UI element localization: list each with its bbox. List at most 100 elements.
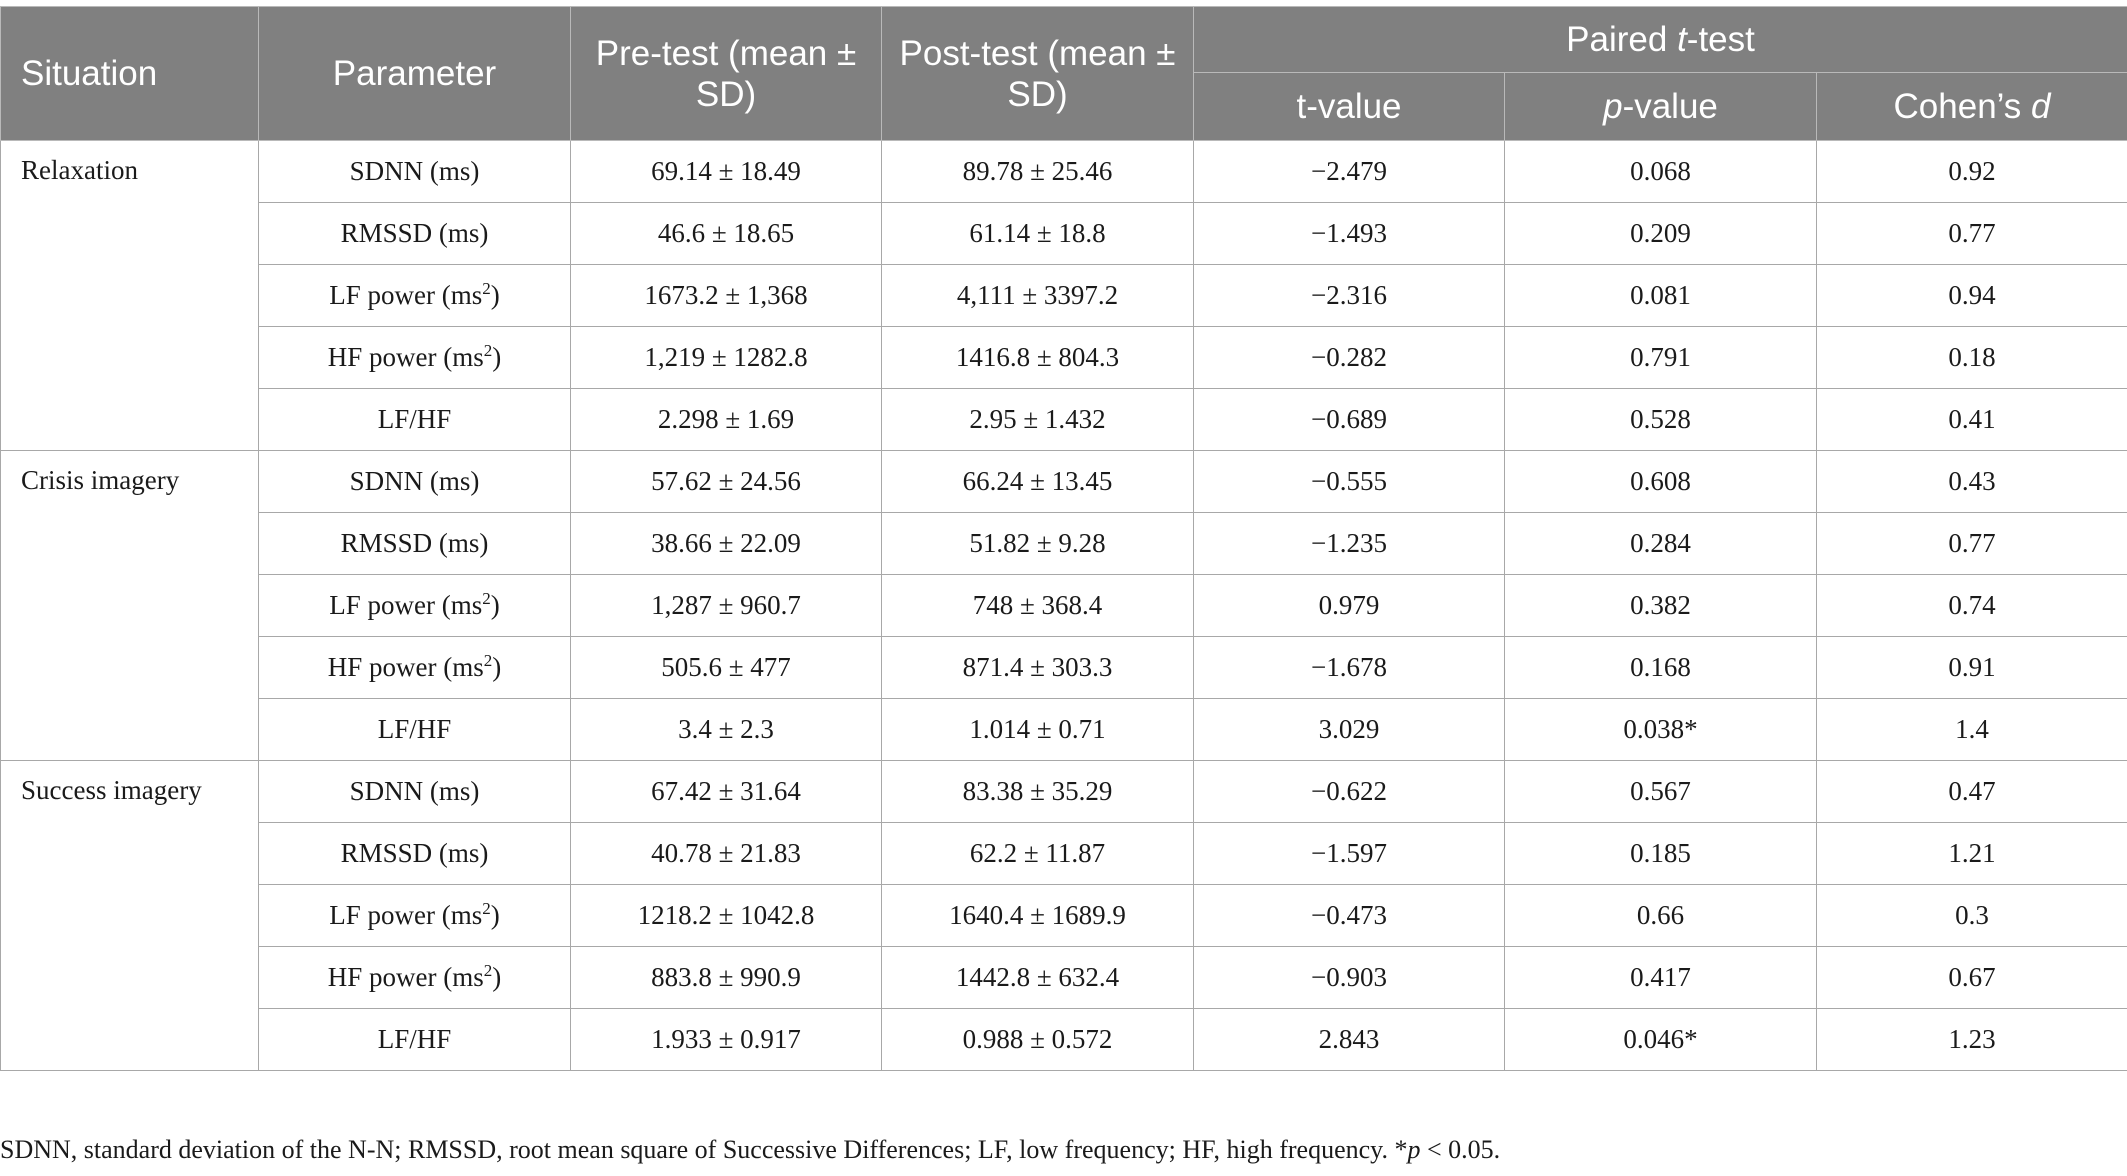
parameter-cell: LF power (ms2) [258, 264, 571, 327]
cohens-d-cell: 0.77 [1815, 202, 2127, 265]
parameter-label: LF power (ms [329, 900, 483, 930]
pretest-cell: 69.14 ± 18.49 [570, 140, 882, 203]
header-paired-t: t [1677, 20, 1687, 59]
tvalue-cell: −2.479 [1193, 140, 1505, 203]
tvalue-cell: −2.316 [1193, 264, 1505, 327]
tvalue-cell: 2.843 [1193, 1008, 1505, 1071]
cohens-d-cell: 0.3 [1815, 884, 2127, 947]
table-row: LF power (ms2) 1673.2 ± 1,368 4,111 ± 3397… [1, 264, 2127, 327]
parameter-label: SDNN (ms) [349, 776, 480, 806]
parameter-label: HF power (ms [327, 342, 484, 372]
header-pretest: Pre-test (mean ± SD) [570, 6, 882, 141]
pretest-cell: 1673.2 ± 1,368 [570, 264, 882, 327]
posttest-cell: 62.2 ± 11.87 [881, 822, 1194, 885]
pvalue-cell: 0.66 [1504, 884, 1817, 947]
parameter-superscript: 2 [483, 961, 493, 980]
parameter-cell: RMSSD (ms) [258, 512, 571, 575]
table-row: LF/HF 2.298 ± 1.69 2.95 ± 1.432 −0.689 0.528… [1, 388, 2127, 451]
parameter-label-end: ) [490, 590, 500, 620]
parameter-superscript: 2 [483, 341, 493, 360]
parameter-label: LF/HF [377, 404, 452, 434]
parameter-superscript: 2 [482, 899, 491, 918]
footnote: SDNN, standard deviation of the N-N; RMS… [0, 1135, 2127, 1165]
table-row: RMSSD (ms) 40.78 ± 21.83 62.2 ± 11.87 −1.59… [1, 822, 2127, 885]
hrv-results-table: Situation Parameter Pre-test (mean ± SD)… [0, 6, 2127, 1071]
tvalue-cell: −1.493 [1193, 202, 1505, 265]
footnote-text: SDNN, standard deviation of the N-N; RMS… [0, 1135, 1408, 1164]
footnote-suffix: < 0.05. [1420, 1135, 1501, 1164]
parameter-label: RMSSD (ms) [340, 528, 489, 558]
header-posttest: Post-test (mean ± SD) [881, 6, 1194, 141]
header-paired-suffix: -test [1686, 20, 1755, 59]
pretest-cell: 38.66 ± 22.09 [570, 512, 882, 575]
cohens-d-cell: 0.43 [1815, 450, 2127, 513]
parameter-label: HF power (ms [327, 962, 484, 992]
posttest-cell: 2.95 ± 1.432 [881, 388, 1194, 451]
parameter-label: LF power (ms [329, 280, 483, 310]
pvalue-cell: 0.209 [1504, 202, 1817, 265]
parameter-label: LF power (ms [329, 590, 483, 620]
cohens-d-cell: 0.77 [1815, 512, 2127, 575]
pretest-cell: 883.8 ± 990.9 [570, 946, 882, 1009]
pvalue-cell: 0.528 [1504, 388, 1817, 451]
tvalue-cell: −0.555 [1193, 450, 1505, 513]
cohens-d-cell: 1.23 [1815, 1008, 2127, 1071]
pvalue-cell: 0.068 [1504, 140, 1817, 203]
pvalue-cell: 0.608 [1504, 450, 1817, 513]
tvalue-cell: −0.622 [1193, 760, 1505, 823]
table-body: Relaxation SDNN (ms) 69.14 ± 18.49 89.78 ± … [0, 140, 2127, 1071]
parameter-label: RMSSD (ms) [340, 838, 489, 868]
pretest-cell: 46.6 ± 18.65 [570, 202, 882, 265]
table-row: LF power (ms2) 1218.2 ± 1042.8 1640.4 ± 16… [1, 884, 2127, 947]
parameter-cell: LF power (ms2) [258, 884, 571, 947]
pretest-cell: 40.78 ± 21.83 [570, 822, 882, 885]
parameter-cell: HF power (ms2) [258, 326, 571, 389]
pretest-cell: 1,219 ± 1282.8 [570, 326, 882, 389]
tvalue-cell: −0.903 [1193, 946, 1505, 1009]
parameter-label-end: ) [492, 962, 502, 992]
parameter-label: HF power (ms [327, 652, 484, 682]
pretest-cell: 67.42 ± 31.64 [570, 760, 882, 823]
posttest-cell: 1442.8 ± 632.4 [881, 946, 1194, 1009]
header-situation: Situation [0, 6, 259, 141]
table-row: RMSSD (ms) 46.6 ± 18.65 61.14 ± 18.8 −1.493… [1, 202, 2127, 265]
posttest-cell: 0.988 ± 0.572 [881, 1008, 1194, 1071]
parameter-label-end: ) [490, 280, 500, 310]
parameter-superscript: 2 [483, 651, 493, 670]
table-row: LF power (ms2) 1,287 ± 960.7 748 ± 368.4 0.… [1, 574, 2127, 637]
tvalue-cell: 0.979 [1193, 574, 1505, 637]
parameter-label-end: ) [492, 342, 502, 372]
parameter-label: LF/HF [377, 714, 452, 744]
header-cohen-prefix: Cohen’s [1893, 87, 2032, 126]
header-cohens-d: Cohen’s d [1815, 72, 2127, 141]
parameter-cell: LF/HF [258, 698, 571, 761]
parameter-cell: SDNN (ms) [258, 140, 571, 203]
parameter-label: RMSSD (ms) [340, 218, 489, 248]
tvalue-cell: −0.473 [1193, 884, 1505, 947]
parameter-cell: RMSSD (ms) [258, 822, 571, 885]
pretest-cell: 1218.2 ± 1042.8 [570, 884, 882, 947]
posttest-cell: 51.82 ± 9.28 [881, 512, 1194, 575]
header-pvalue: p-value [1504, 72, 1817, 141]
cohens-d-cell: 0.94 [1815, 264, 2127, 327]
header-paired-prefix: Paired [1566, 20, 1678, 59]
parameter-superscript: 2 [482, 279, 491, 298]
table-container: Situation Parameter Pre-test (mean ± SD)… [0, 6, 2127, 1071]
posttest-cell: 89.78 ± 25.46 [881, 140, 1194, 203]
parameter-cell: HF power (ms2) [258, 946, 571, 1009]
header-cohen-d: d [2031, 87, 2051, 126]
cohens-d-cell: 0.47 [1815, 760, 2127, 823]
parameter-cell: RMSSD (ms) [258, 202, 571, 265]
cohens-d-cell: 0.91 [1815, 636, 2127, 699]
parameter-label-end: ) [492, 652, 502, 682]
posttest-cell: 748 ± 368.4 [881, 574, 1194, 637]
cohens-d-cell: 0.67 [1815, 946, 2127, 1009]
table-row: RMSSD (ms) 38.66 ± 22.09 51.82 ± 9.28 −1.23… [1, 512, 2127, 575]
header-paired-ttest: Paired t-test [1192, 6, 2127, 73]
posttest-cell: 1640.4 ± 1689.9 [881, 884, 1194, 947]
pvalue-cell: 0.081 [1504, 264, 1817, 327]
table-row: Relaxation SDNN (ms) 69.14 ± 18.49 89.78 ± … [0, 140, 2127, 451]
posttest-cell: 66.24 ± 13.45 [881, 450, 1194, 513]
table-row: HF power (ms2) 883.8 ± 990.9 1442.8 ± 632.… [1, 946, 2127, 1009]
cohens-d-cell: 0.18 [1815, 326, 2127, 389]
